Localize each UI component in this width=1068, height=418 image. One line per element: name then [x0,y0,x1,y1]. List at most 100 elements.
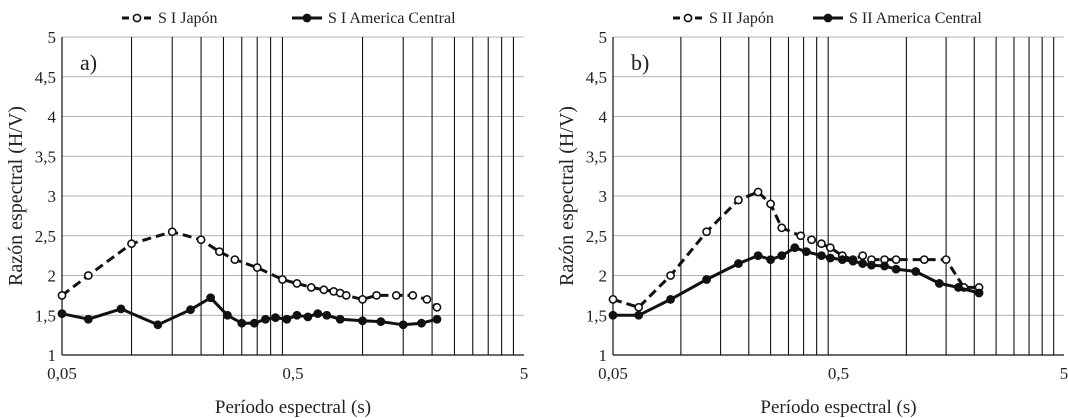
data-point [825,243,835,253]
y-tick-label: 5 [599,28,608,47]
data-point [398,320,408,330]
data-point [391,290,401,300]
legend-marker [132,13,142,23]
data-point [230,255,240,264]
data-point [634,302,644,312]
x-tick-label: 0,5 [828,364,849,383]
data-point [358,294,367,304]
x-tick-label: 5 [1060,364,1068,383]
y-tick-label: 3 [48,187,57,206]
data-point [941,255,951,264]
x-tick-label: 5 [520,364,529,383]
legend-label: S I Japón [158,10,218,27]
y-tick-label: 3 [599,187,608,206]
chart-panel-a: 1 1,5 2 2,5 3 3,5 4 4,5 5 0,05 0,5 5 Período espectr… [5,10,528,418]
data-point [766,255,776,264]
data-point [422,294,432,304]
data-point [261,314,270,324]
data-point [837,255,847,264]
legend-marker [683,13,693,23]
data-point [214,247,224,257]
data-point [271,313,280,323]
data-point [777,223,787,233]
panel-label: a) [80,50,97,75]
y-tick-label: 2,5 [35,227,56,246]
data-point [372,290,381,300]
y-tick-label: 4 [599,108,608,127]
data-point [796,231,806,241]
data-point [358,316,367,326]
data-point [167,227,177,237]
data-point [702,227,711,237]
data-point [322,310,332,320]
x-tick-label: 0,05 [47,364,77,383]
data-point [817,239,826,249]
data-point [313,309,323,319]
data-point [186,305,195,315]
data-point [777,251,787,261]
data-point [303,312,313,322]
y-tick-label: 3,5 [586,147,607,166]
chart-panel-b: 1 1,5 2 2,5 3 3,5 4 4,5 5 0,05 0,5 5 Período espectr… [556,10,1068,418]
x-axis-title: Período espectral (s) [215,397,371,418]
data-point [292,310,302,320]
data-point [766,199,776,209]
data-point [634,310,644,320]
legend-label: S I America Central [328,10,456,27]
data-point [934,279,944,288]
data-point [880,261,889,271]
data-point [911,267,921,276]
legend-label: S II America Central [849,10,982,27]
y-tick-label: 1,5 [586,306,607,325]
data-point [790,243,800,253]
data-point [237,318,247,328]
data-point [953,283,963,292]
data-point [848,256,858,266]
data-point [83,314,93,324]
data-point [753,251,763,261]
data-point [127,239,136,249]
y-tick-label: 1 [599,346,608,365]
data-point [249,318,259,328]
data-point [116,304,126,314]
x-tick-label: 0,05 [598,364,628,383]
data-point [306,283,316,292]
data-point [408,290,418,300]
data-point [891,264,901,274]
y-tick-label: 3,5 [35,147,56,166]
data-point [807,235,817,245]
data-point [432,302,442,312]
legend-label: S II Japón [709,10,774,27]
data-point [341,290,351,300]
data-point [858,251,868,261]
data-point [666,271,675,280]
x-axis-title: Período espectral (s) [760,397,916,418]
y-axis-title: Razón espectral (H/V) [5,106,27,286]
data-point [825,253,835,263]
data-point [919,255,929,264]
data-point [222,310,232,320]
data-point [432,314,442,324]
y-tick-label: 1,5 [35,306,56,325]
panel-label: b) [631,50,649,75]
data-point [702,275,711,284]
data-point [867,260,876,270]
y-tick-label: 4,5 [586,68,607,87]
data-point [292,279,302,288]
data-point [666,294,675,304]
series-line-japon [612,190,979,309]
data-point [278,275,287,284]
data-point [57,290,67,300]
y-tick-label: 2,5 [586,227,607,246]
y-tick-label: 2 [599,267,608,286]
data-point [319,285,329,295]
data-point [608,310,618,320]
data-point [974,288,984,298]
data-point [57,309,67,319]
data-point [734,259,743,268]
data-point [282,314,292,324]
y-tick-label: 5 [48,28,57,47]
data-point [153,320,163,330]
data-point [817,251,826,261]
